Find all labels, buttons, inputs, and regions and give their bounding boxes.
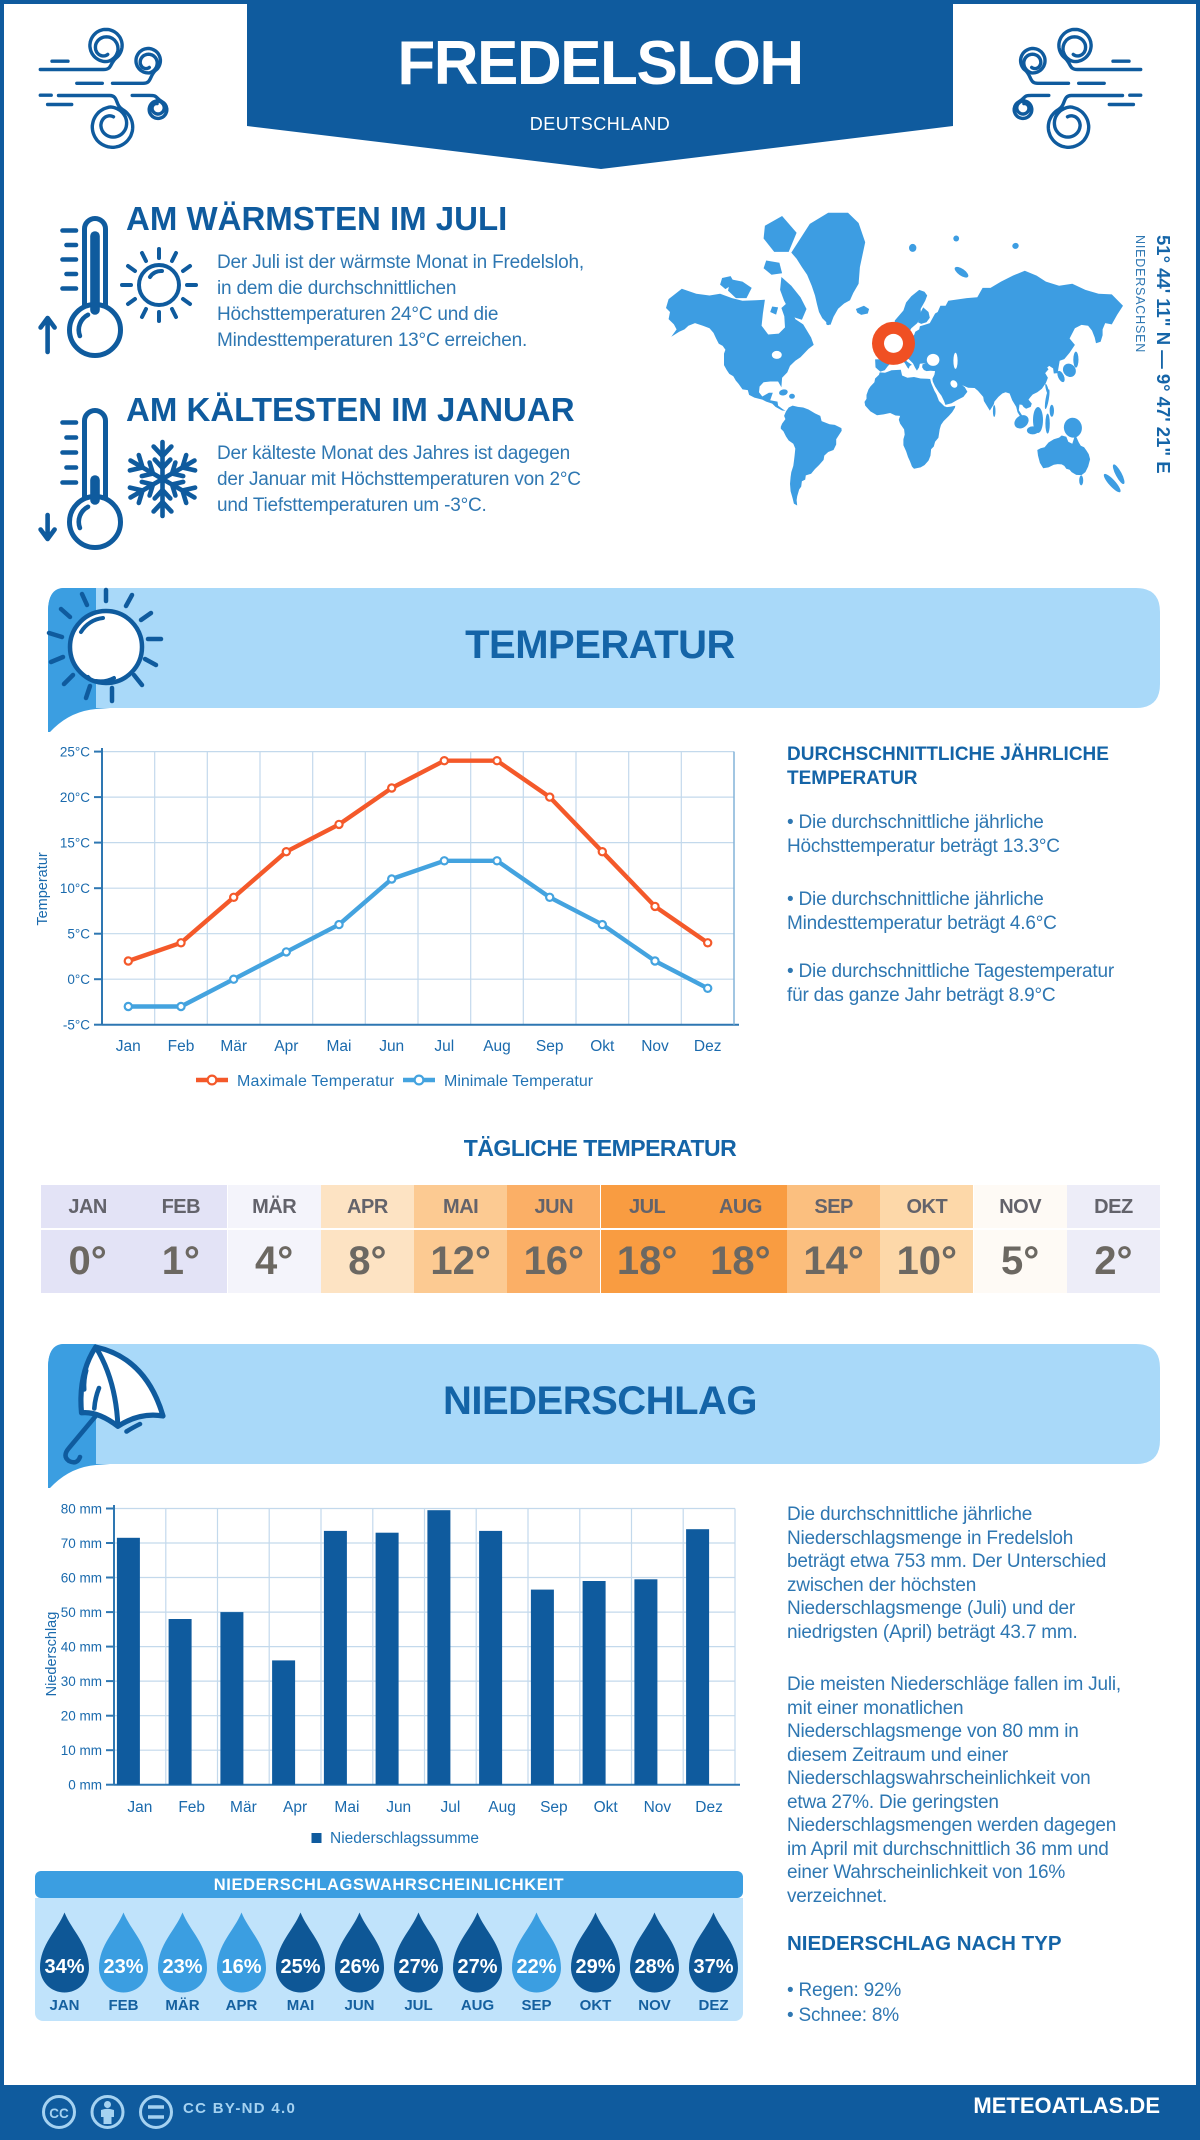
svg-text:Jan: Jan: [116, 1038, 141, 1055]
svg-text:APR: APR: [226, 1997, 258, 2014]
svg-text:27%: 27%: [457, 1956, 497, 1978]
svg-text:CC: CC: [49, 2106, 69, 2121]
svg-text:22%: 22%: [516, 1956, 556, 1978]
svg-text:10 mm: 10 mm: [61, 1743, 102, 1758]
svg-text:27%: 27%: [398, 1956, 438, 1978]
svg-text:Apr: Apr: [274, 1038, 298, 1055]
svg-text:AUG: AUG: [461, 1997, 494, 2014]
svg-text:Niederschlag: Niederschlag: [44, 1612, 60, 1697]
svg-text:5°C: 5°C: [67, 927, 90, 942]
svg-text:0 mm: 0 mm: [68, 1778, 102, 1793]
svg-text:MÄR: MÄR: [165, 1997, 199, 2014]
svg-text:Niederschlagssumme: Niederschlagssumme: [330, 1830, 479, 1847]
svg-text:37%: 37%: [693, 1956, 733, 1978]
svg-text:JUL: JUL: [404, 1997, 432, 2014]
svg-text:25%: 25%: [280, 1956, 320, 1978]
svg-text:Jun: Jun: [379, 1038, 404, 1055]
svg-text:Aug: Aug: [488, 1799, 516, 1816]
svg-text:JAN: JAN: [49, 1997, 79, 2014]
svg-text:Okt: Okt: [590, 1038, 615, 1055]
svg-text:Jul: Jul: [440, 1799, 460, 1816]
svg-text:60 mm: 60 mm: [61, 1571, 102, 1586]
svg-text:Okt: Okt: [594, 1799, 619, 1816]
svg-text:Nov: Nov: [641, 1038, 669, 1055]
svg-text:25°C: 25°C: [60, 745, 90, 760]
svg-text:Nov: Nov: [644, 1799, 672, 1816]
svg-text:30 mm: 30 mm: [61, 1674, 102, 1689]
svg-text:26%: 26%: [339, 1956, 379, 1978]
svg-text:50 mm: 50 mm: [61, 1605, 102, 1620]
svg-text:OKT: OKT: [580, 1997, 612, 2014]
svg-text:SEP: SEP: [521, 1997, 551, 2014]
svg-text:15°C: 15°C: [60, 836, 90, 851]
svg-text:Aug: Aug: [483, 1038, 511, 1055]
svg-text:Jul: Jul: [434, 1038, 454, 1055]
svg-text:40 mm: 40 mm: [61, 1640, 102, 1655]
svg-text:DEZ: DEZ: [699, 1997, 729, 2014]
svg-text:Sep: Sep: [540, 1799, 568, 1816]
svg-text:20°C: 20°C: [60, 790, 90, 805]
svg-text:Temperatur: Temperatur: [35, 852, 51, 926]
svg-text:Dez: Dez: [695, 1799, 723, 1816]
svg-text:Feb: Feb: [168, 1038, 195, 1055]
svg-text:Jun: Jun: [386, 1799, 411, 1816]
svg-text:29%: 29%: [575, 1956, 615, 1978]
svg-text:16%: 16%: [221, 1956, 261, 1978]
svg-text:Mär: Mär: [230, 1799, 257, 1816]
svg-text:34%: 34%: [44, 1956, 84, 1978]
svg-text:80 mm: 80 mm: [61, 1502, 102, 1517]
svg-text:NOV: NOV: [638, 1997, 671, 2014]
svg-text:Minimale Temperatur: Minimale Temperatur: [444, 1073, 594, 1090]
svg-text:0°C: 0°C: [67, 972, 90, 987]
svg-text:-5°C: -5°C: [63, 1018, 90, 1033]
svg-text:23%: 23%: [162, 1956, 202, 1978]
svg-text:Dez: Dez: [694, 1038, 722, 1055]
svg-text:28%: 28%: [634, 1956, 674, 1978]
svg-text:10°C: 10°C: [60, 881, 90, 896]
svg-text:JUN: JUN: [344, 1997, 374, 2014]
svg-text:Mai: Mai: [327, 1038, 352, 1055]
svg-text:MAI: MAI: [287, 1997, 315, 2014]
svg-text:Jan: Jan: [127, 1799, 152, 1816]
svg-text:20 mm: 20 mm: [61, 1709, 102, 1724]
svg-text:Sep: Sep: [536, 1038, 564, 1055]
svg-text:23%: 23%: [103, 1956, 143, 1978]
svg-text:Feb: Feb: [178, 1799, 205, 1816]
svg-text:70 mm: 70 mm: [61, 1536, 102, 1551]
svg-text:FEB: FEB: [109, 1997, 139, 2014]
svg-text:Mai: Mai: [334, 1799, 359, 1816]
svg-text:Apr: Apr: [283, 1799, 307, 1816]
svg-text:Mär: Mär: [220, 1038, 247, 1055]
svg-text:Maximale Temperatur: Maximale Temperatur: [237, 1073, 395, 1090]
